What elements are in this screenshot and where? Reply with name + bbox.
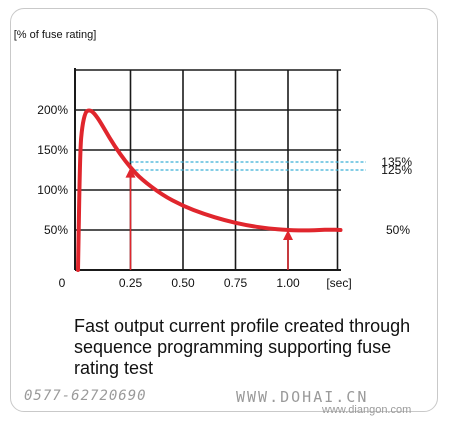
series [76, 108, 343, 272]
y-tick-label: 200% [37, 103, 68, 117]
marker-arrowhead [125, 167, 136, 178]
tick-labels: 50% 100% 150% 200% 0 0.25 0.50 0.75 1.00 [sec] 50% [37, 103, 410, 290]
x-tick-label: 0 [59, 276, 66, 290]
marker-arrowhead [283, 230, 293, 240]
reference-label: 135% [381, 155, 412, 169]
x-tick-label: 1.00 [276, 276, 300, 290]
watermark-site: WWW.DOHAI.CN [236, 388, 369, 406]
watermark-phone: 0577-62720690 [24, 388, 147, 404]
reference-lines: 135%125% [130, 155, 412, 177]
x-tick-label: 0.50 [171, 276, 195, 290]
markers [125, 167, 293, 270]
axes [74, 68, 341, 271]
y-tick-label: 100% [37, 183, 68, 197]
x-tick-label: 0.25 [119, 276, 143, 290]
annotation-label: 50% [386, 223, 410, 237]
reference-label: 125% [381, 163, 412, 177]
x-axis-label: [sec] [326, 276, 351, 290]
y-axis-label: [% of fuse rating] [13, 29, 97, 41]
watermark-url: www.diangon.com [322, 404, 412, 416]
x-tick-label: 0.75 [224, 276, 248, 290]
y-tick-label: 50% [44, 223, 68, 237]
chart-caption: Fast output current profile created thro… [74, 316, 411, 378]
chart-frame [10, 8, 438, 412]
y-tick-label: 150% [37, 143, 68, 157]
series-line [76, 108, 343, 272]
